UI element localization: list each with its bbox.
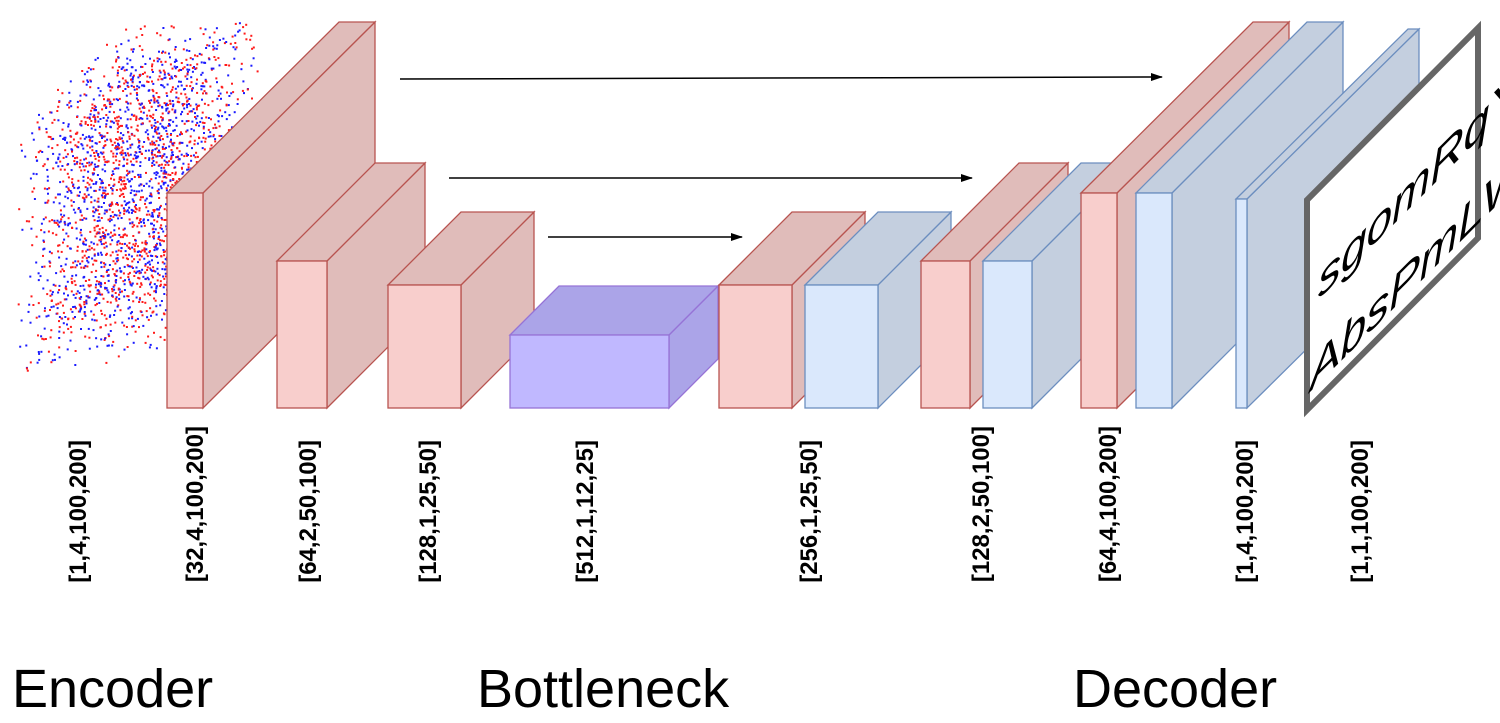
encoder-block-1 [165, 20, 377, 410]
decoder-section-label: Decoder [1073, 659, 1278, 719]
skip-connection-arrow-1 [399, 73, 1163, 82]
bottleneck-section-label: Bottleneck [477, 659, 730, 719]
shape-label-encoder-3: [128,1,25,50] [415, 440, 442, 583]
shape-label-encoder-2: [64,2,50,100] [295, 440, 322, 583]
encoder-block-3 [386, 210, 536, 410]
encoder-block-2 [275, 161, 427, 410]
tensor-shape-labels: [1,4,100,200] [32,4,100,200] [64,2,50,10… [65, 426, 1374, 583]
shape-label-encoder-1: [32,4,100,200] [182, 426, 209, 582]
shape-label-decoder-2: [128,2,50,100] [968, 426, 995, 582]
shape-label-output-frame: [1,1,100,200] [1347, 440, 1374, 583]
bottleneck-block [508, 284, 720, 410]
encoder-section-label: Encoder [12, 659, 214, 719]
shape-label-decoder-3: [64,4,100,200] [1095, 426, 1122, 582]
shape-label-input: [1,4,100,200] [65, 440, 92, 583]
shape-label-bottleneck: [512,1,12,25] [572, 440, 599, 583]
shape-label-decoder-1: [256,1,25,50] [796, 440, 823, 583]
shape-label-output-layer: [1,4,100,200] [1232, 440, 1259, 583]
